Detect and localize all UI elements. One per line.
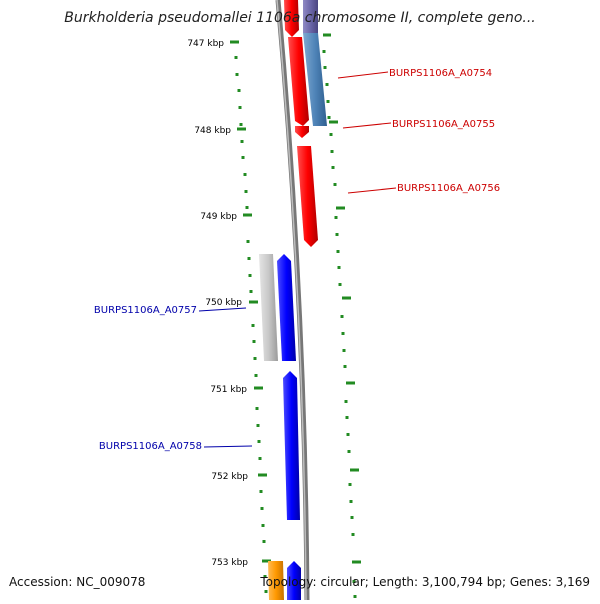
gene-arrow-a0754[interactable] — [288, 37, 309, 126]
tick-labels: 747 kbp 748 kbp 749 kbp 750 kbp 751 kbp … — [187, 39, 248, 568]
blue-gene-bottom[interactable] — [287, 561, 301, 600]
dotted-scale-rails — [234, 50, 357, 598]
callout-line-a0758 — [203, 445, 253, 448]
gray-feature[interactable] — [259, 254, 278, 361]
gene-arrow-a0756[interactable] — [297, 146, 318, 247]
callout-line-a0754 — [337, 71, 389, 79]
left-dotted-rail — [234, 56, 268, 593]
genome-backbone-highlight — [276, 0, 307, 601]
gene-labels[interactable]: BURPS1106A_A0754 BURPS1106A_A0755 BURPS1… — [94, 68, 500, 452]
accession-label: Accession: NC_009078 — [9, 575, 146, 589]
gene-arrow-a0757[interactable] — [277, 254, 296, 361]
gene-callouts — [198, 71, 397, 448]
gene-label-a0755[interactable]: BURPS1106A_A0755 — [392, 119, 495, 130]
tick-label: 750 kbp — [205, 298, 242, 308]
tick-label: 752 kbp — [211, 472, 248, 482]
gene-arrow-a0755[interactable] — [295, 126, 309, 138]
purple-feature[interactable] — [303, 0, 318, 33]
tick-label: 753 kbp — [211, 558, 248, 568]
tick-label: 748 kbp — [194, 126, 231, 136]
map-title: Burkholderia pseudomallei 1106a chromoso… — [64, 10, 536, 26]
gene-label-a0756[interactable]: BURPS1106A_A0756 — [397, 183, 500, 194]
genome-features[interactable] — [259, 0, 327, 600]
steelblue-feature[interactable] — [303, 33, 327, 126]
orange-feature[interactable] — [268, 561, 284, 600]
callout-line-a0755 — [342, 122, 392, 129]
tick-label: 747 kbp — [187, 39, 224, 49]
callout-line-a0756 — [347, 187, 397, 194]
genome-summary: Topology: circular; Length: 3,100,794 bp… — [260, 575, 590, 589]
tick-label: 749 kbp — [200, 212, 237, 222]
tick-label: 751 kbp — [210, 385, 247, 395]
genome-backbone — [275, 0, 310, 601]
red-gene-top[interactable] — [284, 0, 299, 37]
gene-label-a0754[interactable]: BURPS1106A_A0754 — [389, 68, 492, 79]
gene-label-a0758[interactable]: BURPS1106A_A0758 — [99, 441, 202, 452]
callout-line-a0757 — [198, 307, 247, 312]
gene-arrow-a0758[interactable] — [283, 371, 300, 520]
gene-label-a0757[interactable]: BURPS1106A_A0757 — [94, 305, 197, 316]
right-dotted-rail — [322, 50, 357, 598]
